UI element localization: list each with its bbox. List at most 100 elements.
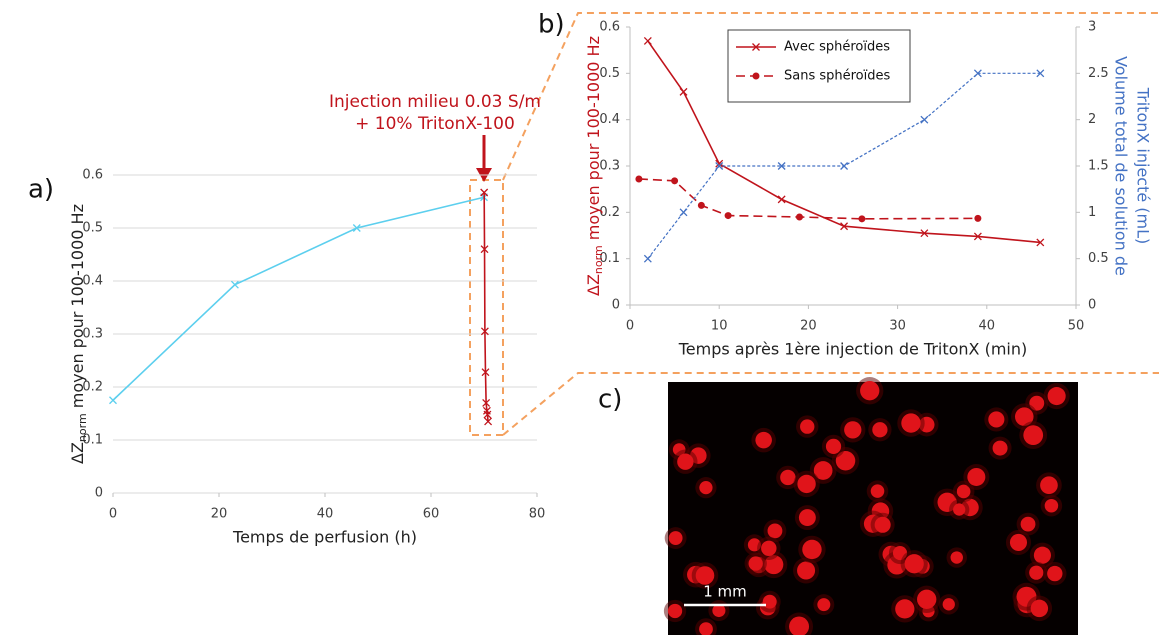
- point: [352, 224, 361, 232]
- legend-box: [727, 29, 911, 103]
- spheroid: [761, 540, 777, 557]
- point: [643, 254, 652, 263]
- x-tick-label: 30: [889, 319, 906, 334]
- spheroid: [699, 481, 713, 495]
- legend-marker: [752, 43, 760, 51]
- point: [858, 215, 866, 223]
- point: [1036, 69, 1045, 78]
- spheroid: [953, 503, 966, 516]
- y-tick-label: 0.4: [82, 274, 103, 289]
- spheroid: [1047, 387, 1066, 406]
- annotation: + 10% TritonX-100: [355, 114, 515, 134]
- spheroid: [780, 469, 796, 486]
- point: [671, 177, 679, 185]
- y2-axis-title: TritonX injecté (mL): [1134, 87, 1153, 245]
- spheroid: [1029, 565, 1044, 580]
- y-tick-label: 0.4: [599, 112, 620, 127]
- y-tick-label: 0.1: [82, 433, 103, 448]
- y2-tick-label: 2: [1088, 112, 1096, 127]
- y2-axis-title: Volume total de solution de: [1112, 56, 1131, 276]
- spheroid: [825, 438, 842, 454]
- point: [697, 201, 705, 209]
- x-tick-label: 60: [423, 507, 440, 522]
- spheroids: [663, 377, 1070, 639]
- spheroid: [712, 604, 726, 618]
- zoom-connector: [469, 12, 1159, 436]
- spheroid: [967, 467, 986, 486]
- spheroid: [1033, 546, 1051, 564]
- point: [920, 229, 929, 238]
- panel-label: a): [28, 175, 54, 205]
- spheroid: [762, 594, 777, 609]
- spheroid: [901, 413, 921, 433]
- point: [482, 398, 491, 407]
- y2-tick-label: 2.5: [1088, 66, 1109, 81]
- point: [795, 213, 803, 221]
- panel-label: b): [538, 10, 565, 40]
- spheroid: [874, 516, 891, 533]
- spheroid: [695, 566, 715, 585]
- spheroid: [872, 422, 888, 438]
- x-tick-label: 0: [626, 319, 634, 334]
- point: [973, 69, 982, 78]
- point: [679, 87, 688, 96]
- y-tick-label: 0.1: [599, 251, 620, 266]
- scale-bar-label: 1 mm: [703, 583, 747, 601]
- spheroid: [755, 431, 772, 449]
- y-tick-label: 0: [95, 486, 103, 501]
- spheroid: [904, 554, 924, 574]
- y-axis-title-part: ΔZ: [584, 274, 603, 296]
- spheroid: [844, 421, 862, 439]
- spheroid: [668, 531, 683, 545]
- spheroid: [767, 523, 783, 539]
- spheroid: [942, 598, 955, 611]
- y-axis-title: ΔZnorm moyen pour 100-1000 Hz: [68, 204, 90, 464]
- spheroid: [1009, 533, 1028, 551]
- point: [635, 175, 643, 183]
- spheroid: [992, 440, 1008, 456]
- spheroid: [860, 381, 880, 401]
- x-tick-label: 0: [109, 507, 117, 522]
- spheroid: [956, 484, 971, 499]
- spheroid: [677, 453, 694, 470]
- spheroid: [1044, 498, 1059, 513]
- spheroid: [895, 599, 915, 619]
- point: [715, 159, 724, 168]
- x-tick-label: 80: [529, 507, 546, 522]
- y-tick-label: 0.2: [599, 205, 620, 220]
- spheroid: [800, 419, 815, 434]
- point: [679, 208, 688, 217]
- x-tick-label: 10: [711, 319, 728, 334]
- spheroid: [1023, 425, 1044, 446]
- y2-tick-label: 0: [1088, 298, 1096, 313]
- point: [484, 417, 493, 426]
- y-axis-title-part: moyen pour 100-1000 Hz: [584, 36, 603, 245]
- point: [480, 327, 489, 336]
- spheroid: [813, 461, 833, 480]
- x-tick-label: 20: [800, 319, 817, 334]
- y2-tick-label: 0.5: [1088, 251, 1109, 266]
- spheroid: [797, 561, 816, 580]
- x-tick-label: 40: [317, 507, 334, 522]
- y-axis-title-part: norm: [76, 413, 89, 442]
- spheroid: [1047, 565, 1063, 582]
- point: [1036, 238, 1045, 247]
- x-axis-title: Temps après 1ère injection de TritonX (m…: [678, 340, 1028, 359]
- spheroid: [748, 556, 763, 571]
- y-axis-title-part: moyen pour 100-1000 Hz: [68, 204, 87, 413]
- spheroid: [917, 589, 937, 609]
- series-line: [112, 196, 485, 401]
- y-tick-label: 0.3: [599, 159, 620, 174]
- series-line: [647, 72, 1041, 260]
- point: [480, 188, 489, 197]
- y2-tick-label: 1: [1088, 205, 1096, 220]
- spheroid: [950, 551, 963, 564]
- y-axis-title: ΔZnorm moyen pour 100-1000 Hz: [584, 36, 606, 296]
- y-tick-label: 0.6: [82, 168, 103, 183]
- x-axis-title: Temps de perfusion (h): [232, 528, 417, 547]
- point: [109, 396, 117, 405]
- spheroid: [817, 598, 831, 612]
- spheroid: [789, 616, 810, 637]
- point: [840, 162, 849, 170]
